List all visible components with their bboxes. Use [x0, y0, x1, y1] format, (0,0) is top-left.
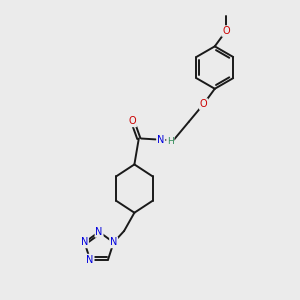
Text: N: N: [86, 255, 94, 265]
Text: O: O: [222, 26, 230, 36]
Text: O: O: [200, 99, 207, 109]
Text: N: N: [110, 237, 117, 248]
Text: O: O: [128, 116, 136, 126]
Text: N: N: [157, 135, 165, 145]
Text: N: N: [95, 227, 103, 237]
Text: H: H: [167, 137, 174, 146]
Text: N: N: [81, 237, 88, 248]
